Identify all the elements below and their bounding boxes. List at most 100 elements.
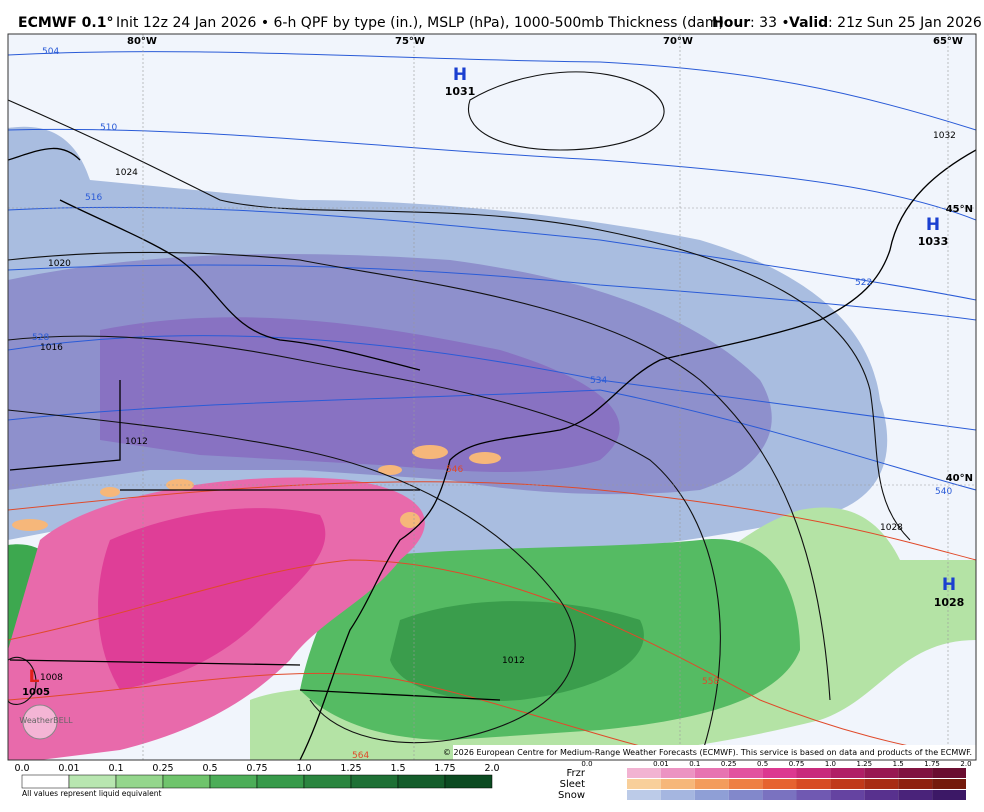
watermark: WeatherBELL: [19, 716, 73, 725]
type-label: Snow: [558, 790, 585, 801]
contour-label: 1032: [933, 131, 956, 141]
type-scale-label: 1.25: [857, 760, 873, 768]
contour-label: 504: [42, 47, 59, 57]
contour-label: 1024: [115, 168, 138, 178]
colorbar-cell: [444, 774, 493, 789]
colorbar-cell: [397, 774, 446, 789]
colorbar-label: 0.5: [202, 763, 217, 774]
type-cell: [728, 779, 763, 789]
type-cell: [660, 768, 695, 778]
type-cell: [830, 790, 865, 800]
colorbar-label: 1.75: [434, 763, 455, 774]
type-scale-label: 1.0: [825, 760, 836, 768]
type-cell: [898, 768, 933, 778]
contour-label: 1012: [502, 656, 525, 666]
low-symbol: L: [29, 667, 40, 687]
colorbar-cell: [68, 774, 117, 789]
colorbar-label: 0.01: [58, 763, 79, 774]
contour-label: 516: [85, 193, 102, 203]
low-value: 1005: [22, 687, 50, 698]
colorbar-label: 1.0: [296, 763, 311, 774]
colorbar-label: 0.0: [14, 763, 29, 774]
coastlines: [8, 147, 976, 760]
legend: 0.0 0.01 0.1 0.25 0.5 0.75 1.0 1.25 1.5 1.75 2.0 Fr…: [14, 760, 971, 801]
contour-label: 564: [352, 751, 369, 761]
type-cell: [796, 768, 831, 778]
type-cell: [762, 790, 797, 800]
type-cell: [762, 779, 797, 789]
type-cell: [898, 779, 933, 789]
frzr-heavy: [98, 508, 326, 690]
contour-label: 522: [855, 278, 872, 288]
map: 80°W 75°W 70°W 65°W 45°N 40°N H 1031 H 1…: [8, 34, 976, 761]
type-cell: [898, 790, 933, 800]
longitude: 70°W: [663, 36, 693, 47]
type-cell: [762, 768, 797, 778]
contour-label: 528: [32, 333, 49, 343]
type-scale-label: 0.01: [653, 760, 669, 768]
type-cell: [830, 768, 865, 778]
type-scale-label: 2.0: [960, 760, 971, 768]
type-cell: [864, 790, 899, 800]
type-cell: [660, 779, 695, 789]
type-cell: [694, 790, 729, 800]
type-cell: [660, 790, 695, 800]
type-cell: [796, 779, 831, 789]
snow-heavy: [100, 317, 620, 472]
type-scale-label: 0.5: [757, 760, 768, 768]
contour-label: 1020: [48, 259, 71, 269]
contour-labels: 504 510 516 1024 1020 528 1016 1012 534 …: [32, 47, 956, 761]
type-cell: [830, 779, 865, 789]
legend-note: All values represent liquid equivalent: [22, 789, 161, 798]
type-cell: [728, 790, 763, 800]
type-cell: [932, 790, 966, 800]
colorbar-cell: [303, 774, 352, 789]
latitude: 45°N: [946, 204, 973, 215]
contour-label: 1016: [40, 343, 63, 353]
colorbar-label: 0.75: [246, 763, 267, 774]
colorbar-cell: [350, 774, 399, 789]
high-symbol: H: [926, 215, 940, 235]
colorbar-label: 1.25: [340, 763, 361, 774]
high-symbol: H: [942, 575, 956, 595]
type-cell: [627, 768, 661, 778]
high-value: 1033: [918, 235, 949, 248]
valid: : 21z Sun 25 Jan 2026: [828, 15, 982, 31]
contour-label: 1008: [40, 673, 63, 683]
type-cell: [932, 768, 966, 778]
contour-label: 534: [590, 376, 607, 386]
colorbar-label: 1.5: [390, 763, 405, 774]
type-label: Sleet: [560, 779, 585, 790]
colorbar-label: 0.25: [152, 763, 173, 774]
map-border: [7, 33, 977, 761]
type-scale-label: 1.75: [924, 760, 940, 768]
credit-bg: [453, 745, 976, 760]
longitude: 80°W: [127, 36, 157, 47]
type-scale-label: 0.75: [789, 760, 805, 768]
description: Init 12z 24 Jan 2026 • 6-h QPF by type (…: [116, 15, 724, 31]
credit: © 2026 European Centre for Medium-Range …: [443, 748, 972, 757]
type-label: Frzr: [567, 768, 586, 779]
type-cell: [627, 779, 661, 789]
type-cell: [796, 790, 831, 800]
type-scale-label: 0.1: [689, 760, 700, 768]
type-scale-label: 0.0: [581, 760, 592, 768]
latitude: 40°N: [946, 473, 973, 484]
high-value: 1031: [445, 85, 476, 98]
colorbar-cell: [256, 774, 305, 789]
model: ECMWF 0.1°: [18, 15, 113, 31]
colorbar-cell: [21, 774, 70, 789]
type-cell: [694, 779, 729, 789]
isobars: [8, 71, 911, 760]
colorbar-cell: [162, 774, 211, 789]
colorbar-cell: [115, 774, 164, 789]
hour: : 33 •: [750, 15, 790, 31]
high-value: 1028: [934, 596, 965, 609]
contour-label: 1012: [125, 437, 148, 447]
contour-label: 510: [100, 123, 117, 133]
type-scale-label: 0.25: [721, 760, 737, 768]
type-cell: [694, 768, 729, 778]
colorbar-label: 2.0: [484, 763, 499, 774]
contour-label: 1028: [880, 523, 903, 533]
